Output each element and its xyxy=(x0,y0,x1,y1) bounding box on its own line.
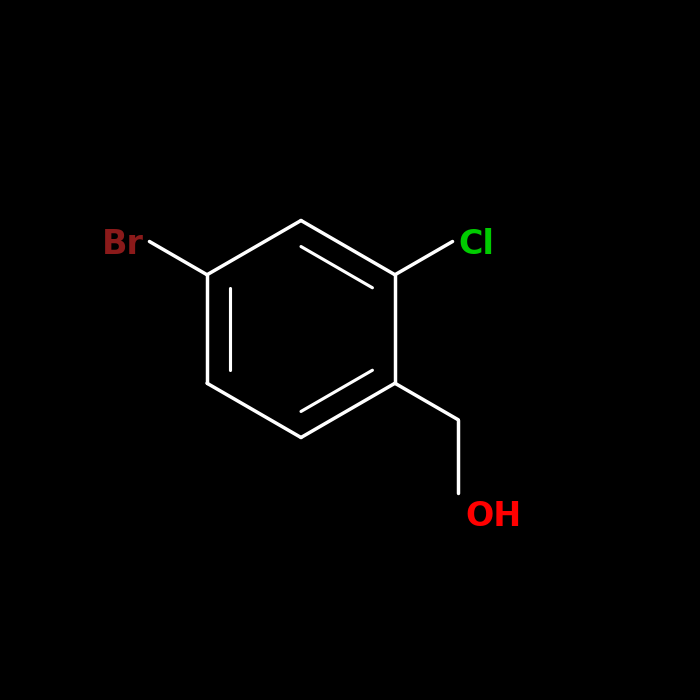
Text: Br: Br xyxy=(102,228,144,262)
Text: OH: OH xyxy=(466,500,522,533)
Text: Cl: Cl xyxy=(458,228,494,262)
